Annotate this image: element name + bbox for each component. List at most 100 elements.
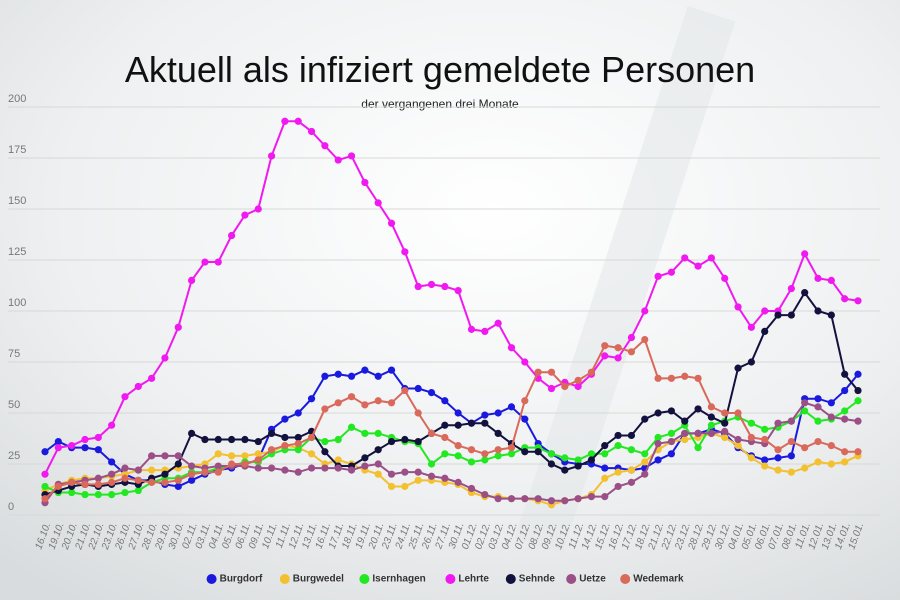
data-point: [721, 274, 729, 282]
data-point: [601, 342, 609, 350]
data-point: [334, 435, 342, 444]
data-point: [627, 431, 636, 440]
data-point: [134, 382, 142, 391]
data-point: [734, 409, 742, 417]
data-point: [241, 460, 249, 468]
data-point: [347, 393, 356, 401]
data-point: [334, 156, 342, 164]
data-point: [574, 462, 582, 470]
data-point: [214, 258, 222, 266]
data-point: [454, 421, 462, 429]
data-point: [614, 344, 622, 352]
chart-subtitle: der vergangenen drei Monate: [361, 97, 519, 111]
data-point: [854, 448, 862, 456]
data-point: [387, 366, 396, 374]
data-point: [761, 462, 769, 470]
data-point: [561, 454, 569, 462]
data-point: [414, 409, 422, 417]
data-point: [627, 478, 636, 486]
data-point: [41, 470, 49, 478]
data-point: [601, 450, 609, 458]
data-point: [534, 495, 542, 503]
data-point: [188, 429, 196, 437]
data-point: [321, 372, 329, 380]
data-point: [334, 456, 342, 464]
data-point: [681, 417, 689, 425]
data-point: [361, 429, 369, 437]
data-point: [734, 442, 742, 450]
data-point: [654, 440, 662, 448]
data-point: [387, 399, 396, 407]
data-point: [254, 464, 262, 472]
data-point: [347, 466, 356, 474]
data-point: [254, 450, 262, 458]
data-point: [321, 464, 329, 472]
data-point: [841, 458, 849, 466]
data-point: [94, 491, 102, 499]
legend-marker: [620, 574, 631, 584]
data-point: [787, 311, 795, 319]
data-point: [454, 452, 462, 460]
data-point: [401, 468, 409, 476]
data-point: [761, 456, 769, 464]
data-point: [188, 462, 196, 470]
data-point: [387, 470, 396, 478]
legend-marker: [206, 574, 217, 584]
y-tick-label: 175: [8, 144, 26, 156]
data-point: [614, 468, 622, 476]
data-point: [121, 393, 129, 401]
legend-marker: [445, 574, 456, 584]
data-point: [441, 421, 449, 429]
data-point: [774, 311, 782, 319]
data-point: [667, 429, 676, 437]
data-point: [854, 417, 862, 425]
data-point: [214, 435, 222, 444]
data-point: [414, 476, 422, 484]
data-point: [854, 370, 862, 378]
y-tick-label: 25: [8, 450, 20, 462]
data-point: [827, 460, 835, 468]
data-point: [307, 433, 316, 442]
data-point: [707, 429, 715, 437]
data-point: [121, 464, 129, 472]
data-point: [641, 450, 649, 458]
data-point: [774, 466, 782, 474]
data-point: [654, 456, 662, 464]
data-point: [787, 468, 795, 476]
data-point: [108, 491, 116, 499]
data-point: [121, 474, 129, 482]
data-point: [227, 435, 236, 444]
data-point: [667, 374, 676, 382]
data-point: [694, 405, 702, 413]
data-point: [214, 450, 222, 458]
data-point: [507, 403, 516, 411]
data-point: [534, 368, 542, 376]
data-point: [561, 497, 569, 505]
series-line: [44, 120, 859, 475]
data-point: [801, 444, 809, 452]
data-point: [454, 409, 462, 417]
data-point: [654, 374, 662, 382]
data-point: [441, 282, 449, 291]
data-point: [521, 397, 529, 405]
y-tick-label: 125: [8, 246, 26, 258]
data-point: [454, 287, 462, 295]
data-point: [374, 429, 382, 437]
data-point: [401, 248, 409, 256]
data-point: [201, 468, 209, 476]
data-point: [681, 429, 689, 437]
data-point: [427, 280, 436, 289]
data-point: [601, 352, 609, 360]
data-point: [227, 452, 236, 460]
data-point: [374, 460, 382, 468]
data-point: [454, 442, 462, 450]
data-point: [574, 495, 582, 503]
data-point: [374, 446, 382, 454]
y-tick-label: 100: [8, 297, 26, 309]
data-point: [627, 466, 636, 474]
data-point: [814, 274, 822, 282]
data-point: [148, 452, 156, 460]
data-point: [361, 366, 369, 374]
